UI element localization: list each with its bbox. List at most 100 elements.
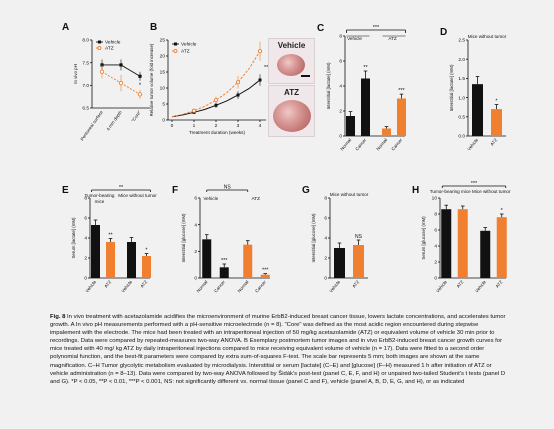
- group-label-E-notumor: Mice without tumor: [118, 193, 157, 198]
- caption-line: (F–H) measured 1 h after initiation of A…: [50, 362, 492, 377]
- group-label-H-tumor: Tumor-bearing mice: [430, 189, 471, 194]
- photo-label-vehicle: Vehicle: [277, 41, 306, 50]
- x-tick-label-H-2: Vehicle: [474, 279, 487, 293]
- axis-B-y-axis-label: Relative tumor volume (fold increase): [149, 43, 154, 116]
- bar-E-1: [106, 242, 115, 278]
- legend-label-atz-B: ATZ: [181, 49, 190, 55]
- significance-star-G: NS: [355, 234, 363, 240]
- x-tick-label-C-3: Cancer: [390, 137, 403, 151]
- axis-C-y-axis-label: Interstitial [lactate] (mM): [326, 62, 331, 109]
- panel-title-D: Mice without tumor: [468, 34, 507, 39]
- tumor-image-atz: [273, 100, 311, 132]
- axis-A-y-tick-label: 7.5: [82, 60, 89, 66]
- bracket-star-E: **: [119, 185, 124, 191]
- caption-line: defined as the most acidic region encoun…: [50, 322, 479, 337]
- x-tick-label-H-1: ATZ: [456, 279, 465, 289]
- axis-B-y-tick-label: 25: [160, 38, 166, 44]
- bar-H-2: [480, 230, 491, 278]
- axis-E-y-axis-label: Serum [lactate] (mM): [71, 217, 76, 259]
- bar-C-3: [397, 98, 406, 136]
- axis-A-y-tick-label: 6.5: [82, 106, 89, 112]
- axis-C-y-tick-label: 0: [339, 134, 342, 140]
- axis-D-y-tick-label: 0.5: [458, 115, 465, 121]
- group-label-F-vehicle: Vehicle: [203, 196, 218, 201]
- axis-D-y-tick-label: 1.5: [458, 76, 465, 82]
- point-atz-B: [213, 98, 219, 103]
- bracket-star-H: ***: [471, 181, 478, 187]
- tumor-photo-vehicle: Vehicle: [268, 38, 315, 84]
- legend-marker-vehicle-B: [174, 42, 177, 46]
- axis-F-y-axis-label: Interstitial [glucose] (mM): [181, 213, 186, 263]
- axis-D-y-tick-label: 2.5: [458, 38, 465, 44]
- x-tick-label-H-3: ATZ: [495, 279, 504, 289]
- significance-star-D: *: [495, 99, 498, 105]
- tumor-image-vehicle: [277, 54, 305, 76]
- group-label-C-atz: ATZ: [388, 36, 397, 41]
- bar-E-3: [142, 256, 151, 278]
- series-line-Vehicle: [120, 64, 141, 77]
- panel-letter-C: C: [317, 23, 324, 34]
- legend-marker-atz-A: [97, 46, 102, 50]
- panel-title-G: Mice without tumor: [330, 192, 369, 197]
- bar-H-0: [441, 209, 452, 278]
- x-tick-label-G-0: Vehicle: [328, 279, 341, 293]
- x-tick-label-B: 3: [237, 123, 240, 129]
- axis-G-y-tick-label: 2: [324, 256, 327, 262]
- x-tick-label-F-1: Cancer: [213, 279, 226, 293]
- legend-label-atz-A: ATZ: [105, 46, 114, 52]
- x-tick-label-B: 1: [193, 123, 196, 129]
- caption-figure-label: Fig. 8: [50, 314, 66, 320]
- bar-E-2: [127, 242, 136, 278]
- legend-marker-vehicle-A: [98, 40, 101, 44]
- panel-letter-H: H: [412, 185, 419, 196]
- bar-E-0: [91, 225, 100, 278]
- point-vehicle-B: [236, 93, 240, 97]
- axis-E-y-tick-label: 0: [84, 276, 87, 282]
- x-tick-label-A-2: "Core": [130, 109, 142, 123]
- x-tick-label-A-1: 4 mm depth: [105, 109, 123, 131]
- significance-star-E-3: *: [145, 248, 148, 254]
- axis-H-y-tick-label: 0: [434, 276, 437, 282]
- bar-D-1: [491, 109, 502, 136]
- axis-B-y-tick-label: 5: [162, 102, 165, 108]
- tumor-photo-atz: ATZ: [268, 85, 315, 137]
- axis-H-y-tick-label: 10: [432, 196, 438, 202]
- group-label-E-tumor: Tumor-bearing: [85, 193, 115, 198]
- x-tick-label-G-1: ATZ: [351, 279, 360, 289]
- x-tick-label-E-2: Vehicle: [120, 279, 133, 293]
- axis-H-y-tick-label: 8: [434, 212, 437, 218]
- x-tick-label-A-0: Peritoneal surface: [79, 109, 104, 141]
- axis-D-y-tick-label: 0.0: [458, 134, 465, 140]
- significance-star-C-3: ***: [398, 88, 405, 94]
- panel-letter-E: E: [62, 185, 69, 196]
- x-tick-label-F-0: Normal: [196, 279, 209, 293]
- group-label-F-atz: ATZ: [252, 196, 261, 201]
- significance-star-H-3: *: [501, 208, 504, 214]
- point-vehicle-A: [119, 63, 123, 67]
- panel-letter-A: A: [62, 22, 69, 33]
- point-atz-A: [137, 92, 143, 97]
- x-tick-label-H-0: Vehicle: [435, 279, 448, 293]
- significance-star-A: *: [139, 83, 142, 89]
- x-tick-label-E-3: ATZ: [139, 279, 148, 289]
- bar-F-1: [219, 267, 229, 278]
- axis-D-y-tick-label: 2.0: [458, 57, 465, 63]
- x-tick-label-D-1: ATZ: [489, 137, 498, 147]
- caption-line: different vs. normal tissue (panel C and…: [217, 378, 465, 385]
- axis-E-y-tick-label: 6: [84, 216, 87, 222]
- axis-H-y-axis-label: Serum [glucose] (mM): [421, 216, 426, 260]
- photo-label-atz: ATZ: [284, 88, 299, 97]
- scale-bar: [301, 75, 310, 77]
- axis-E-y-tick-label: 4: [84, 236, 87, 242]
- panel-letter-D: D: [440, 27, 447, 38]
- point-atz-B: [191, 108, 197, 113]
- axis-H-y-tick-label: 4: [434, 244, 437, 250]
- group-label-C-vehicle: Vehicle: [347, 36, 362, 41]
- axis-B-y-tick-label: 15: [160, 70, 166, 76]
- x-tick-label-D-0: Vehicle: [466, 137, 479, 151]
- axis-F-y-tick-label: 2: [194, 249, 197, 255]
- panel-letter-G: G: [302, 185, 310, 196]
- x-tick-label-F-2: Normal: [237, 279, 250, 293]
- bar-D-0: [472, 84, 483, 136]
